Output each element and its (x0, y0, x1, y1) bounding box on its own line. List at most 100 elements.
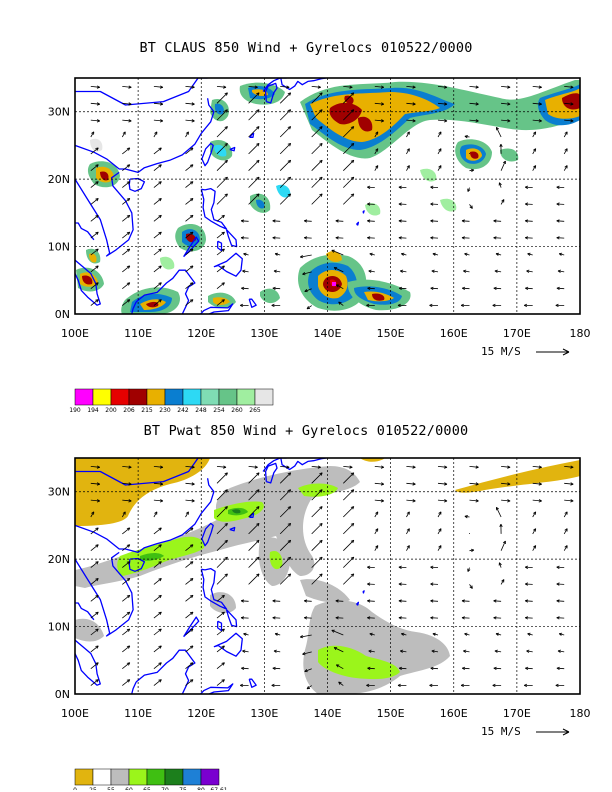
colorbar-swatch (146, 768, 166, 786)
wind-arrow (279, 159, 292, 171)
wind-arrow (367, 219, 375, 223)
wind-arrow (343, 556, 355, 568)
wind-arrow (122, 645, 131, 653)
wind-arrow (153, 102, 164, 106)
reference-arrow-head (562, 348, 570, 356)
wind-arrow (525, 599, 533, 603)
wind-arrow (240, 683, 249, 688)
longitude-tick-label: 180 (570, 707, 591, 720)
wind-arrow (90, 679, 99, 686)
wind-arrow (248, 85, 258, 89)
wind-arrow (90, 102, 101, 106)
wind-arrow (461, 599, 470, 603)
wind-arrow (216, 92, 228, 104)
longitude-tick-label: 130E (250, 327, 278, 340)
wind-arrow (304, 236, 312, 240)
wind-arrow (335, 664, 344, 670)
wind-arrow (153, 679, 162, 686)
wind-arrow (406, 499, 416, 503)
claus-shading (76, 80, 580, 314)
wind-arrow (304, 288, 312, 293)
wind-arrow (464, 135, 470, 139)
wind-arrow (248, 489, 260, 501)
wind-arrow (90, 147, 99, 155)
wind-arrow (311, 126, 323, 138)
wind-arrow (216, 159, 228, 171)
wind-arrow (493, 599, 502, 603)
wind-arrow (90, 465, 100, 469)
longitude-tick-label: 110E (124, 327, 152, 340)
wind-arrow (153, 594, 162, 602)
wind-arrow (122, 594, 131, 602)
wind-arrow (279, 126, 292, 138)
wind-arrow (216, 628, 225, 636)
wind-arrow (243, 632, 249, 636)
wind-arrow (367, 599, 375, 603)
wind-arrow (532, 528, 537, 535)
wind-arrow (399, 269, 407, 273)
wind-arrow (311, 176, 323, 188)
wind-arrow (242, 649, 249, 653)
wind-arrow (185, 147, 194, 155)
wind-arrow (532, 465, 542, 469)
wind-arrow (374, 482, 385, 486)
wind-arrow (90, 578, 99, 585)
wind-arrow (557, 649, 565, 653)
longitude-tick-label: 120E (187, 707, 215, 720)
wind-arrow (564, 499, 574, 503)
longitude-tick-label: 150E (377, 327, 405, 340)
wind-arrow (311, 85, 321, 89)
wind-arrow (437, 465, 448, 469)
longitude-tick-label: 130E (250, 707, 278, 720)
longitude-tick-label: 160E (440, 327, 468, 340)
wind-arrow (368, 269, 375, 273)
wind-arrow (525, 582, 533, 586)
wind-arrow (343, 573, 355, 585)
wind-arrow (153, 164, 162, 172)
wind-arrow (501, 499, 511, 503)
wind-arrow (564, 102, 574, 106)
wind-arrow (280, 465, 290, 469)
wind-arrow (406, 119, 416, 123)
wind-arrow (311, 539, 323, 551)
wind-arrow (90, 282, 99, 290)
wind-arrow (311, 523, 323, 535)
wind-arrow (429, 683, 439, 688)
wind-arrow (240, 303, 249, 308)
wind-arrow (185, 299, 194, 306)
wind-arrow (556, 565, 565, 569)
wind-arrow (216, 193, 228, 205)
wind-arrow (122, 181, 131, 188)
wind-arrow (122, 679, 131, 686)
wind-arrow (248, 193, 260, 205)
wind-arrow (122, 628, 131, 636)
wind-arrow (500, 540, 506, 551)
wind-arrow (153, 299, 162, 306)
wind-arrow (556, 219, 565, 223)
wind-arrow (462, 286, 470, 291)
wind-arrow (431, 269, 439, 273)
wind-arrow (437, 85, 448, 89)
wind-arrow (343, 143, 355, 155)
panel1-title: BT CLAUS 850 Wind + Gyrelocs 010522/0000 (139, 40, 473, 56)
wind-arrow (90, 198, 99, 205)
wind-arrow (185, 527, 194, 535)
wind-arrow (374, 131, 379, 138)
wind-arrow (398, 565, 407, 569)
wind-arrow (563, 131, 568, 138)
wind-arrow (556, 666, 565, 671)
wind-arrow (498, 182, 502, 188)
colorbar-swatch (164, 768, 184, 786)
wind-arrow (437, 165, 442, 171)
wind-arrow (532, 85, 542, 89)
wind-arrow (241, 666, 249, 671)
wind-arrow (501, 465, 511, 469)
wind-arrow (216, 465, 227, 469)
wind-arrow (556, 236, 565, 240)
wind-arrow (153, 85, 164, 89)
colorbar-swatch (128, 768, 148, 786)
wind-arrow (558, 252, 565, 256)
colorbar-label: 80 (197, 787, 205, 790)
wind-arrow (343, 489, 355, 501)
wind-arrow (248, 143, 260, 155)
